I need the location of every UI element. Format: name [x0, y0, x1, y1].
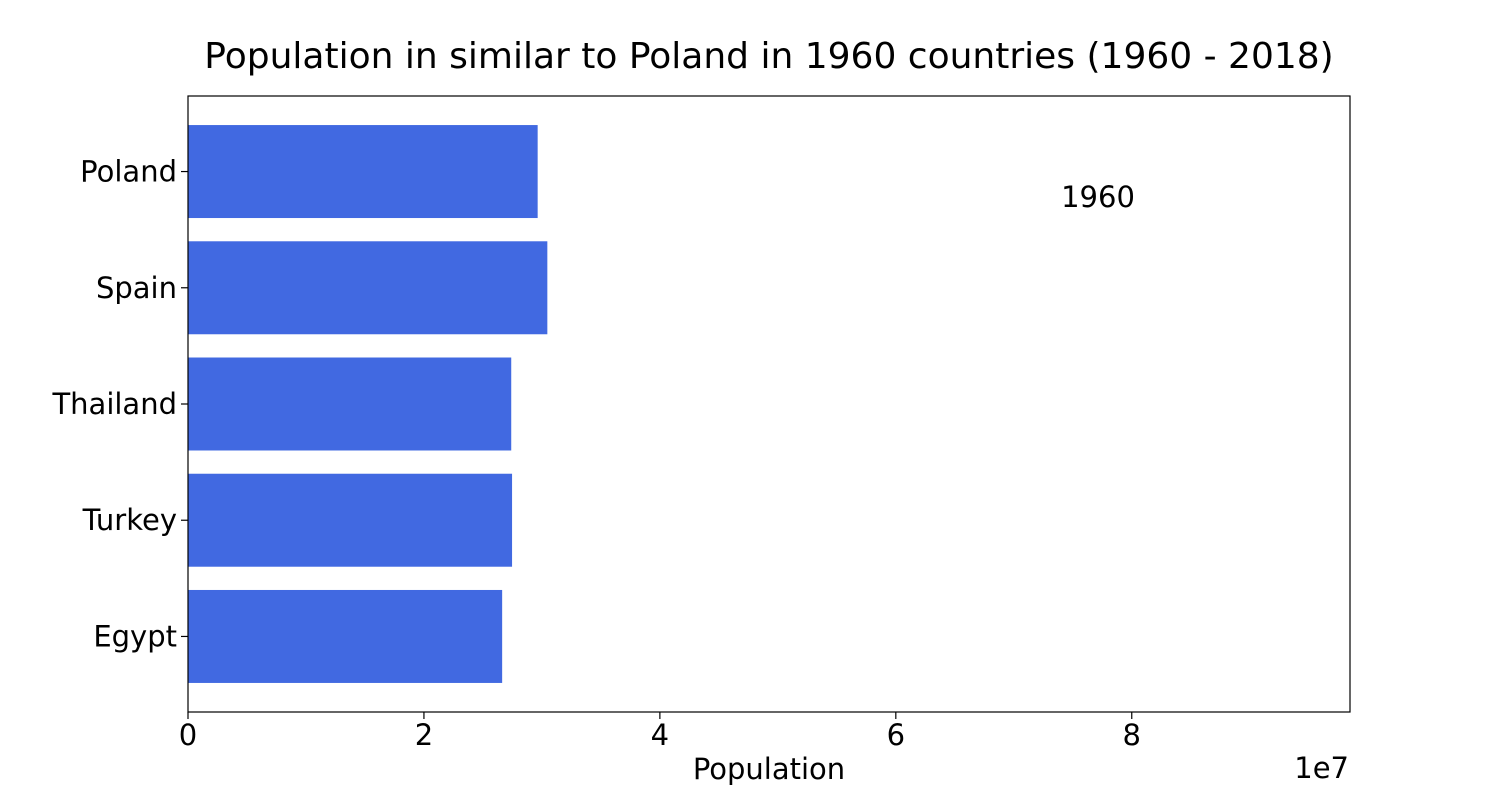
axes-layer: Poland Spain Thailand Turkey Egypt 0 2 4 6 8	[51, 95, 1351, 752]
bar-turkey	[188, 473, 513, 567]
plot-frame	[187, 95, 1351, 713]
year-annotation: 1960	[1061, 180, 1135, 214]
x-tick-label: 0	[179, 718, 197, 752]
bar-spain	[188, 241, 548, 335]
x-tick-label: 2	[415, 718, 433, 752]
y-tick-label-poland: Poland	[80, 155, 177, 189]
x-tick-label: 4	[651, 718, 669, 752]
y-tick-label-spain: Spain	[96, 271, 177, 305]
x-axis-label: Population	[693, 752, 845, 786]
bar-egypt	[188, 589, 503, 683]
x-tick-label: 6	[887, 718, 905, 752]
bar-thailand	[188, 357, 512, 451]
y-tick-label-thailand: Thailand	[51, 387, 177, 421]
x-axis-offset-label: 1e7	[1294, 751, 1349, 785]
x-tick-label: 8	[1123, 718, 1141, 752]
chart-title: Population in similar to Poland in 1960 …	[204, 36, 1333, 77]
y-tick-label-turkey: Turkey	[82, 503, 177, 537]
y-tick-label-egypt: Egypt	[93, 619, 177, 653]
bar-poland	[188, 125, 538, 219]
bars-layer	[188, 125, 548, 683]
